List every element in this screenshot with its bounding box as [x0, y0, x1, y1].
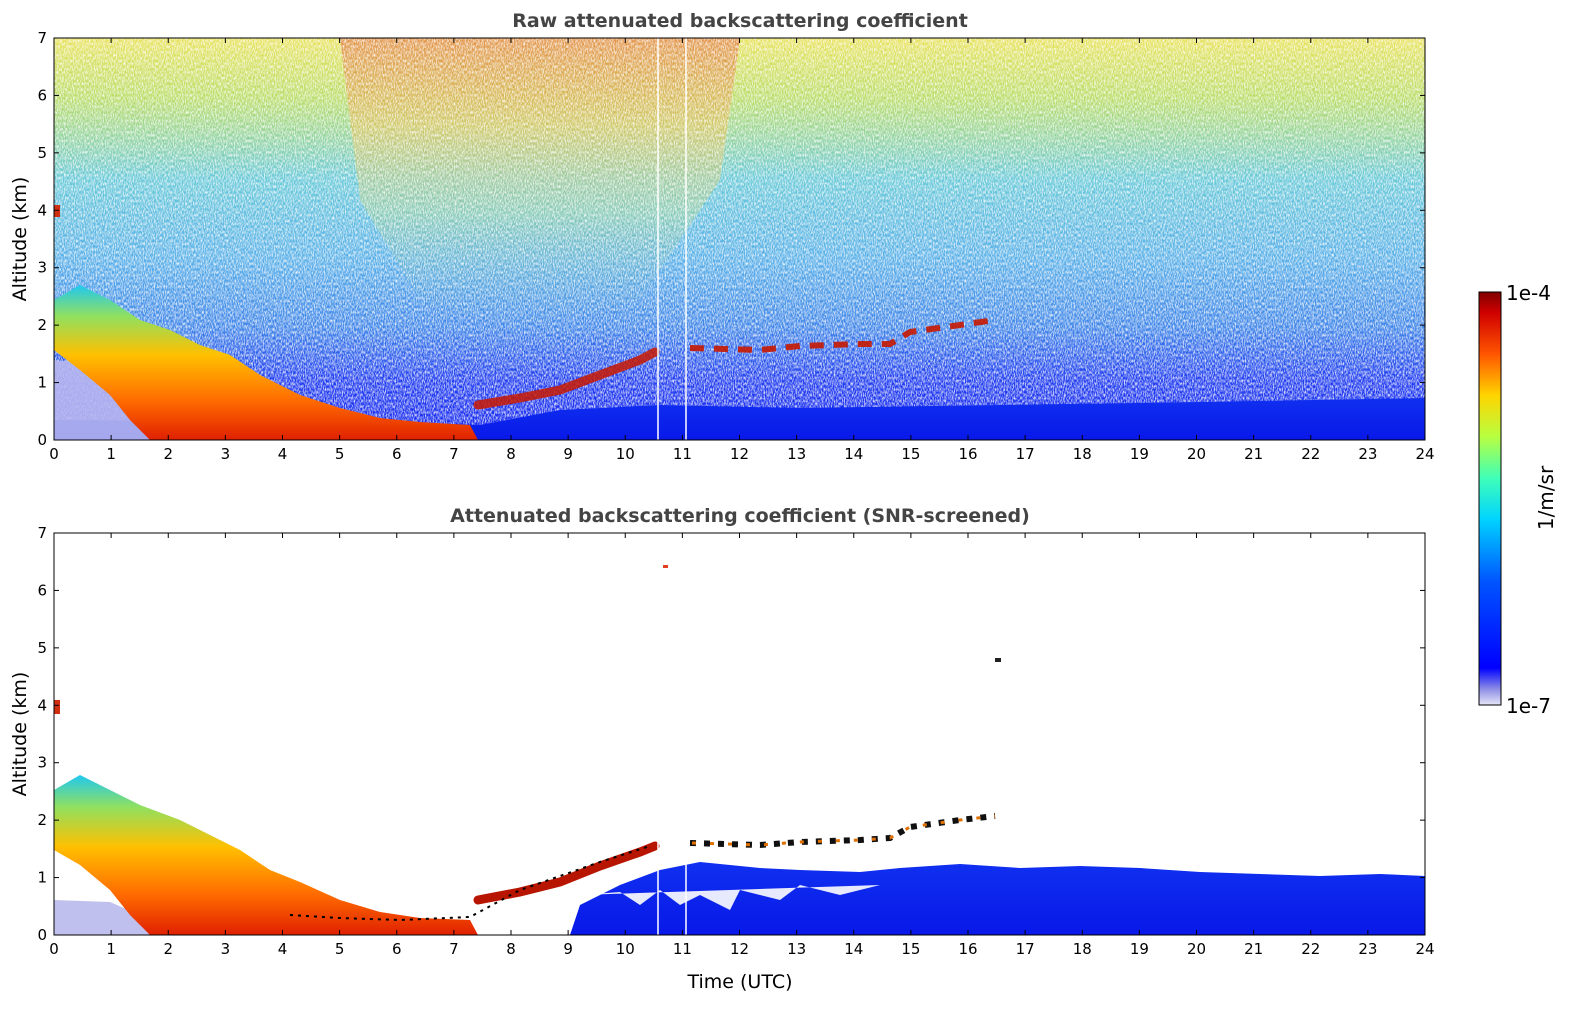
colorbar: 1e-4 1e-7 1/m/sr	[1478, 281, 1558, 718]
panel2-xtick-label: 23	[1358, 940, 1377, 958]
panel2-title: Attenuated backscattering coefficient (S…	[450, 505, 1030, 527]
panel1-xtick-label: 12	[730, 445, 749, 463]
panel2-xtick-label: 5	[335, 940, 345, 958]
panel2-xtick-label: 1	[106, 940, 116, 958]
panel2-ytick-label: 4	[37, 696, 47, 714]
panel-screened: Attenuated backscattering coefficient (S…	[9, 505, 1435, 993]
panel2-xtick-label: 13	[787, 940, 806, 958]
panel1-xtick-label: 19	[1130, 445, 1149, 463]
panel2-aerosol-layer	[54, 775, 478, 935]
colorbar-unit-label: 1/m/sr	[1534, 465, 1558, 530]
panel1-aerosol-layer	[54, 285, 478, 440]
panel1-ytick-label: 0	[37, 431, 47, 449]
panel2-xtick-label: 7	[449, 940, 459, 958]
panel1-ytick-label: 1	[37, 374, 47, 392]
panel2-xtick-label: 24	[1415, 940, 1434, 958]
panel2-xtick-label: 15	[901, 940, 920, 958]
panel2-xtick-label: 10	[616, 940, 635, 958]
panel1-xtick-label: 21	[1244, 445, 1263, 463]
panel1-heatmap	[54, 38, 1425, 440]
panel2-ylabel: Altitude (km)	[9, 672, 31, 797]
panel1-xtick-label: 18	[1073, 445, 1092, 463]
panel1-xtick-label: 20	[1187, 445, 1206, 463]
panel1-ytick-label: 6	[37, 86, 47, 104]
panel1-ytick-label: 2	[37, 316, 47, 334]
panel1-xtick-label: 8	[506, 445, 516, 463]
panel1-xtick-label: 3	[221, 445, 231, 463]
panel1-xtick-label: 2	[163, 445, 173, 463]
panel1-xtick-label: 22	[1301, 445, 1320, 463]
panel1-xtick-label: 1	[106, 445, 116, 463]
panel2-rising-dark	[289, 845, 651, 922]
panel2-lavender-layer	[54, 900, 155, 935]
panel1-xtick-label: 9	[563, 445, 573, 463]
panel1-xtick-label: 24	[1415, 445, 1434, 463]
panel1-ytick-label: 3	[37, 259, 47, 277]
panel1-xtick-label: 7	[449, 445, 459, 463]
panel2-xtick-label: 11	[673, 940, 692, 958]
panel1-xtick-label: 15	[901, 445, 920, 463]
panel2-xtick-label: 17	[1016, 940, 1035, 958]
panel2-xtick-label: 20	[1187, 940, 1206, 958]
panel2-xtick-label: 8	[506, 940, 516, 958]
panel2-xtick-label: 16	[958, 940, 977, 958]
panel1-xtick-label: 10	[616, 445, 635, 463]
panel2-ytick-label: 2	[37, 811, 47, 829]
panel2-xtick-label: 21	[1244, 940, 1263, 958]
panel2-heatmap	[54, 533, 1425, 935]
panel-raw: Raw attenuated backscattering coefficien…	[9, 10, 1435, 463]
panel2-xtick-label: 9	[563, 940, 573, 958]
panel1-noise-speckle	[54, 38, 1425, 440]
panel2-small-cloud-2	[663, 565, 668, 568]
panel1-xtick-label: 4	[278, 445, 288, 463]
panel2-xtick-label: 6	[392, 940, 402, 958]
panel2-ytick-label: 3	[37, 754, 47, 772]
panel1-ytick-label: 5	[37, 144, 47, 162]
panel2-ytick-label: 5	[37, 639, 47, 657]
panel2-xtick-label: 14	[844, 940, 863, 958]
panel1-axes: 0 1 2 3 4 5 6 7 8 9 10 11 12 13 14 15 16 17 18 19 20 21 22 23 24…	[37, 29, 1434, 463]
panel1-xtick-label: 17	[1016, 445, 1035, 463]
panel2-rising-layer	[473, 841, 660, 905]
panel2-xtick-label: 18	[1073, 940, 1092, 958]
colorbar-gradient	[1478, 291, 1502, 706]
colorbar-min-label: 1e-7	[1506, 694, 1551, 718]
panel2-xtick-label: 3	[221, 940, 231, 958]
panel2-xtick-label: 0	[49, 940, 59, 958]
panel2-afternoon-layer-notch	[580, 885, 880, 910]
panel2-xtick-label: 19	[1130, 940, 1149, 958]
panel2-xlabel: Time (UTC)	[686, 971, 792, 993]
panel1-xtick-label: 23	[1358, 445, 1377, 463]
colorbar-max-label: 1e-4	[1506, 281, 1551, 305]
panel2-ytick-label: 1	[37, 869, 47, 887]
panel1-ylabel: Altitude (km)	[9, 177, 31, 302]
panel1-cloud-layer	[689, 317, 996, 354]
panel1-ytick-label: 7	[37, 29, 47, 47]
panel2-axes: 0 1 2 3 4 5 6 7 8 9 10 11 12 13 14 15 16 17 18 19 20 21 22 23 24…	[37, 524, 1434, 958]
panel2-xtick-label: 2	[163, 940, 173, 958]
panel1-xtick-label: 13	[787, 445, 806, 463]
panel2-xtick-label: 4	[278, 940, 288, 958]
panel1-small-cloud	[54, 205, 60, 217]
panel2-xtick-label: 22	[1301, 940, 1320, 958]
panel2-xtick-label: 12	[730, 940, 749, 958]
panel1-xtick-label: 6	[392, 445, 402, 463]
panel1-title: Raw attenuated backscattering coefficien…	[512, 10, 968, 32]
panel1-xtick-label: 11	[673, 445, 692, 463]
panel1-lavender-layer	[54, 360, 155, 440]
panel2-ytick-label: 0	[37, 926, 47, 944]
panel2-small-cloud-3	[995, 658, 1001, 662]
panel1-xtick-label: 0	[49, 445, 59, 463]
panel2-ytick-label: 6	[37, 581, 47, 599]
panel1-xtick-label: 14	[844, 445, 863, 463]
panel1-ytick-label: 4	[37, 201, 47, 219]
panel1-xtick-label: 16	[958, 445, 977, 463]
panel1-xtick-label: 5	[335, 445, 345, 463]
panel1-rising-layer	[473, 347, 660, 410]
panel2-small-cloud-1	[54, 700, 60, 714]
panel2-ytick-label: 7	[37, 524, 47, 542]
panel2-cloud-color	[691, 814, 996, 847]
panel2-afternoon-layer	[570, 862, 1425, 935]
